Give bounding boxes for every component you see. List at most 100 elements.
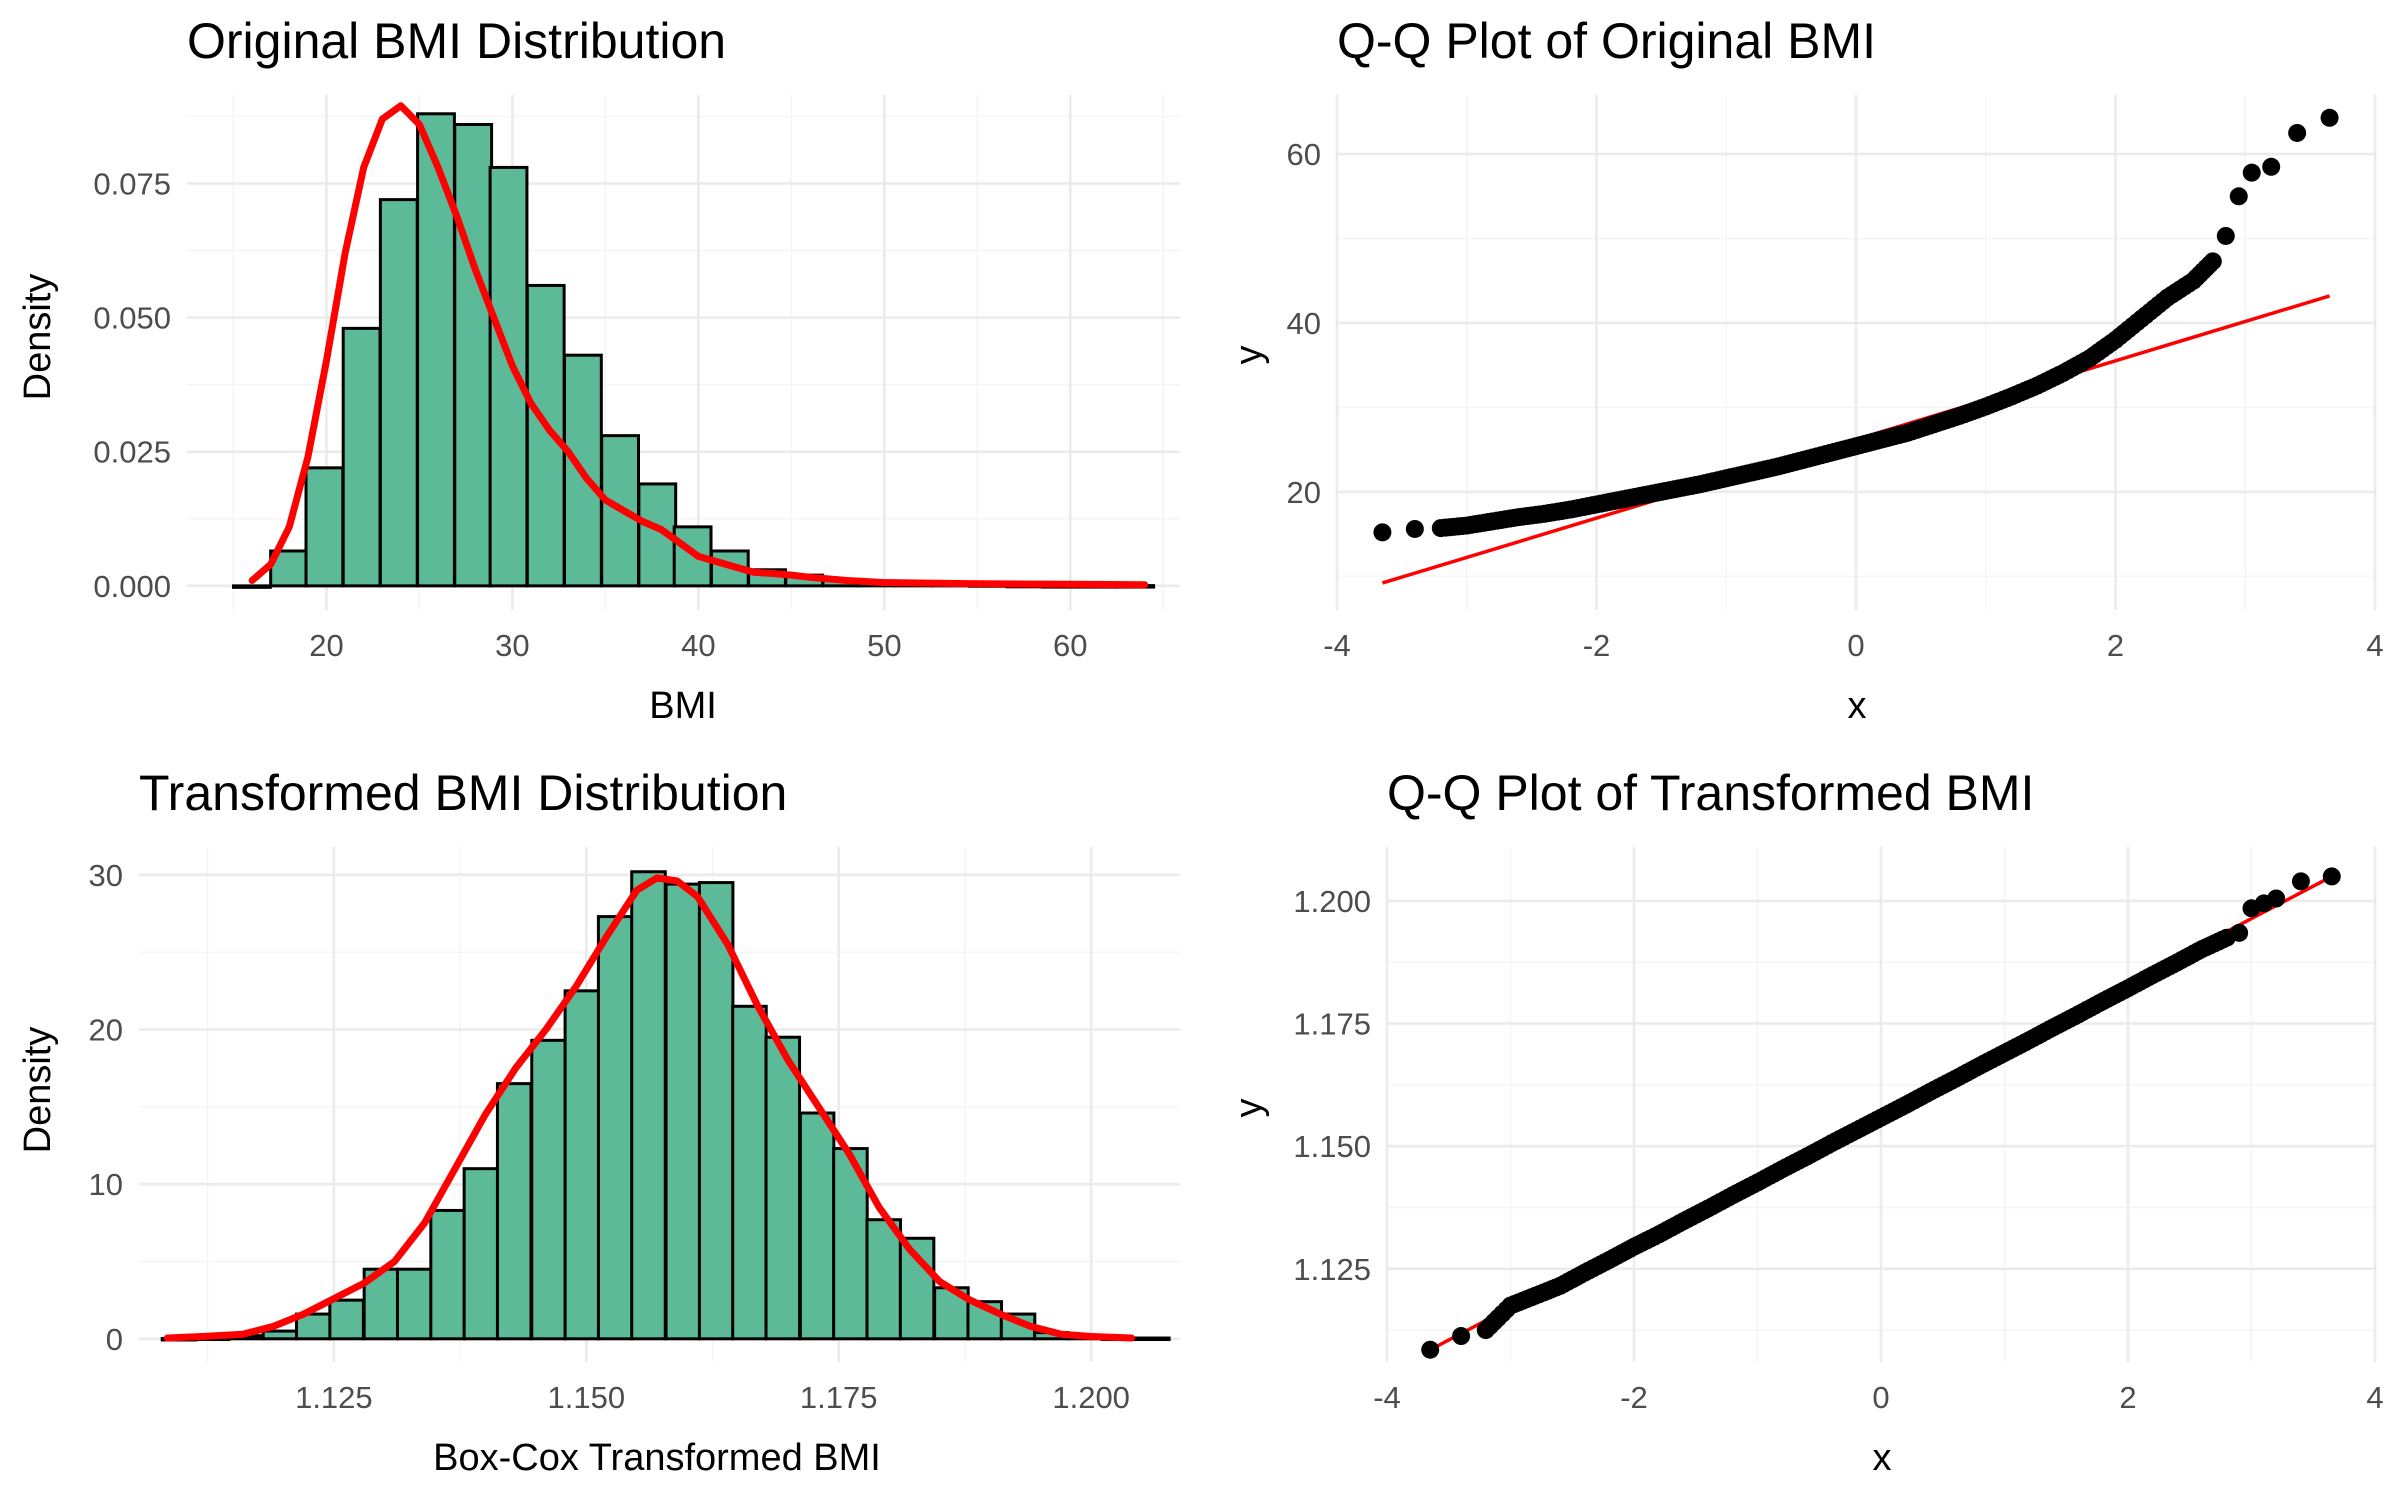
x-tick-labels: -4 -2 0 2 4: [1323, 628, 2383, 663]
y-axis-title: y: [1228, 1099, 1270, 1118]
qq-point: [2203, 252, 2222, 271]
y-axis-title: y: [1228, 346, 1270, 365]
x-tick-label: 30: [495, 628, 529, 663]
qq-point: [2322, 867, 2341, 886]
qq-points: [1421, 867, 2341, 1359]
panel-transformed-qq: Q-Q Plot of Transformed BMI -4 -2 0 2 4 1.12…: [1228, 765, 2384, 1479]
qq-point: [1421, 1340, 1440, 1359]
histogram-bar: [395, 1267, 433, 1341]
x-tick-label: 2: [2119, 1380, 2136, 1415]
density-curve: [163, 874, 1135, 1342]
histogram-bar: [1134, 1336, 1171, 1342]
y-tick-labels: 1.125 1.150 1.175 1.200: [1293, 884, 1371, 1287]
x-tick-label: 0: [1847, 628, 1864, 663]
density-curve-line: [248, 102, 1149, 589]
y-tick-label: 20: [1287, 475, 1321, 510]
qq-point: [2288, 123, 2307, 142]
histogram-bars: [160, 870, 1171, 1342]
chart-title: Q-Q Plot of Original BMI: [1337, 13, 1876, 69]
density-curve-line: [163, 874, 1135, 1342]
histogram-bar: [764, 1035, 802, 1341]
histogram-bar: [966, 1300, 1003, 1341]
qq-point: [2291, 872, 2310, 891]
density-curve: [248, 102, 1149, 589]
x-tick-labels: 1.125 1.150 1.175 1.200: [295, 1380, 1130, 1415]
x-tick-label: 1.200: [1052, 1380, 1130, 1415]
y-tick-labels: 0.000 0.025 0.050 0.075: [93, 167, 171, 604]
x-tick-label: 40: [681, 628, 715, 663]
histogram-bar: [731, 1004, 768, 1341]
histogram-bar: [798, 1111, 836, 1341]
panel-original-qq: Q-Q Plot of Original BMI -4 -2 0 2 4 204060 …: [1228, 13, 2384, 727]
y-tick-label: 1.150: [1293, 1129, 1371, 1164]
x-tick-label: -2: [1583, 628, 1611, 663]
y-tick-label: 0.025: [93, 435, 171, 470]
x-tick-labels: 20 30 40 50 60: [309, 628, 1087, 663]
qq-point: [2242, 163, 2261, 182]
x-tick-labels: -4 -2 0 2 4: [1373, 1380, 2383, 1415]
histogram-bar: [341, 326, 382, 588]
histogram-bar: [304, 466, 345, 588]
panel-original-histogram: Original BMI Distribution 20 30 40 50 60 0.0…: [17, 13, 1180, 727]
x-tick-label: 1.175: [800, 1380, 878, 1415]
x-axis-title: x: [1873, 1437, 1892, 1479]
x-tick-label: 0: [1872, 1380, 1889, 1415]
y-tick-label: 0.050: [93, 301, 171, 336]
qq-point: [2229, 187, 2248, 206]
histogram-bar: [530, 1038, 567, 1341]
histogram-bars: [231, 112, 1156, 589]
y-tick-label: 1.200: [1293, 884, 1371, 919]
qq-point: [2267, 889, 2286, 908]
histogram-bar: [416, 112, 456, 588]
qq-point: [2320, 108, 2339, 127]
x-tick-label: 1.150: [548, 1380, 626, 1415]
x-axis-title: x: [1848, 685, 1867, 727]
x-tick-label: 20: [309, 628, 343, 663]
x-tick-label: -4: [1323, 628, 1351, 663]
histogram-bar: [261, 1329, 299, 1341]
y-tick-label: 0.075: [93, 167, 171, 202]
x-tick-label: 50: [867, 628, 901, 663]
x-tick-label: 60: [1053, 628, 1087, 663]
x-axis-title: BMI: [649, 685, 717, 727]
qq-point: [1452, 1327, 1471, 1346]
x-tick-label: 1.125: [295, 1380, 373, 1415]
y-tick-label: 0.000: [93, 569, 171, 604]
qq-point: [2216, 226, 2235, 245]
histogram-bar: [596, 915, 634, 1341]
y-tick-label: 1.125: [1293, 1252, 1371, 1287]
qq-point: [2230, 923, 2249, 942]
histogram-bar: [865, 1218, 903, 1341]
chart-title: Q-Q Plot of Transformed BMI: [1387, 765, 2034, 821]
x-tick-label: 4: [2366, 1380, 2383, 1415]
y-tick-label: 60: [1287, 137, 1321, 172]
qq-point: [1373, 523, 1392, 542]
histogram-bar: [231, 584, 272, 589]
x-tick-label: 2: [2107, 628, 2124, 663]
y-tick-labels: 0 10 20 30: [89, 858, 123, 1357]
gridlines: [1385, 847, 2377, 1362]
histogram-bar: [328, 1298, 365, 1341]
y-tick-label: 10: [89, 1167, 123, 1202]
y-tick-label: 40: [1287, 306, 1321, 341]
histogram-bar: [462, 1167, 500, 1341]
histogram-bar: [664, 882, 702, 1341]
x-tick-label: 4: [2366, 628, 2383, 663]
histogram-bar: [630, 870, 667, 1341]
qq-points: [1373, 108, 2339, 542]
histogram-bar: [563, 989, 601, 1341]
y-tick-label: 20: [89, 1012, 123, 1047]
qq-point: [2262, 157, 2281, 176]
chart-title: Original BMI Distribution: [187, 13, 726, 69]
y-axis-title: Density: [17, 1027, 59, 1154]
gridlines: [1335, 95, 2377, 610]
y-tick-label: 30: [89, 858, 123, 893]
histogram-bar: [495, 1082, 533, 1341]
y-tick-label: 0: [106, 1322, 123, 1357]
y-tick-label: 1.175: [1293, 1007, 1371, 1042]
histogram-bar: [378, 198, 419, 588]
x-tick-label: -2: [1620, 1380, 1648, 1415]
y-axis-title: Density: [17, 274, 59, 401]
qq-point: [1405, 519, 1424, 538]
